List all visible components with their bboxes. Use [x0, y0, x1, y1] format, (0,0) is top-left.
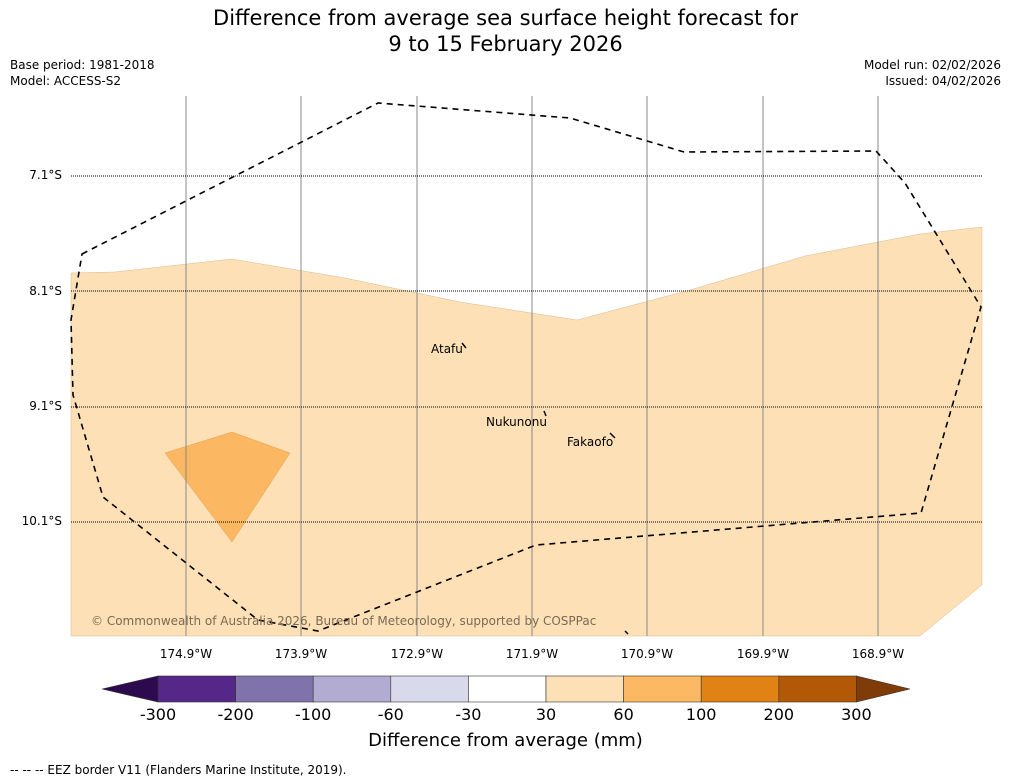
lon-label-168-9: 168.9°W: [851, 647, 905, 661]
map-title: Difference from average sea surface heig…: [0, 5, 1011, 57]
island-swains: [624, 630, 629, 635]
place-nukunonu: Nukunonu: [486, 415, 547, 429]
colorbar-segment: [468, 675, 547, 703]
lat-label-7-1: 7.1°S: [29, 168, 62, 182]
copyright-notice: © Commonwealth of Australia 2026, Bureau…: [91, 614, 597, 628]
place-fakaofo: Fakaofo: [567, 435, 614, 449]
colorbar-segment: [157, 675, 236, 703]
place-atafu: Atafu: [431, 342, 463, 356]
colorbar-segment: [700, 675, 780, 703]
model-run: Model run: 02/02/2026: [863, 58, 1001, 72]
lon-label-174-9: 174.9°W: [159, 647, 213, 661]
colorbar-tick: -100: [295, 705, 332, 724]
base-period: Base period: 1981-2018: [10, 58, 155, 72]
colorbar-tick: -60: [377, 705, 404, 724]
colorbar-extend-high: [856, 675, 911, 703]
meta-right: Model run: 02/02/2026 Issued: 04/02/2026: [864, 57, 1001, 89]
colorbar-tick: -300: [139, 705, 177, 724]
title-line-1: Difference from average sea surface heig…: [213, 6, 798, 30]
colorbar-tick: 30: [535, 705, 557, 724]
colorbar-extend-low: [101, 675, 159, 703]
lon-label-172-9: 172.9°W: [390, 647, 444, 661]
colorbar-segment: [390, 675, 469, 703]
colorbar: [101, 675, 911, 703]
title-line-2: 9 to 15 February 2026: [388, 32, 623, 56]
lon-label-170-9: 170.9°W: [620, 647, 674, 661]
lon-label-171-9: 171.9°W: [505, 647, 559, 661]
meta-left: Base period: 1981-2018 Model: ACCESS-S2: [10, 57, 155, 89]
colorbar-tick: 100: [685, 705, 717, 724]
issued-date: Issued: 04/02/2026: [885, 74, 1001, 88]
lat-label-8-1: 8.1°S: [29, 284, 62, 298]
eez-border: [70, 102, 982, 632]
model-name: Model: ACCESS-S2: [10, 74, 122, 88]
colorbar-tick: -200: [217, 705, 254, 724]
colorbar-tick: 200: [763, 705, 795, 724]
colorbar-title: Difference from average (mm): [368, 730, 643, 751]
longitude-gridlines: [185, 96, 879, 636]
lat-label-10-1: 10.1°S: [21, 514, 62, 528]
colorbar-segment: [312, 675, 392, 703]
colorbar-segment: [235, 675, 314, 703]
lon-label-173-9: 173.9°W: [274, 647, 328, 661]
lon-label-169-9: 169.9°W: [736, 647, 790, 661]
eez-footnote: -- -- -- EEZ border V11 (Flanders Marine…: [10, 763, 347, 777]
anomaly-region-60-100: [164, 431, 291, 543]
anomaly-region-30-60: [70, 226, 983, 637]
colorbar-tick: 60: [613, 705, 634, 724]
lat-label-9-1: 9.1°S: [29, 399, 62, 413]
colorbar-segment: [623, 675, 702, 703]
colorbar-tick: -30: [455, 705, 482, 724]
island-atafu: [461, 342, 467, 349]
island-nukunonu: [543, 410, 547, 417]
colorbar-tick: 300: [841, 705, 872, 724]
colorbar-segment: [778, 675, 857, 703]
island-fakaofo: [609, 432, 616, 439]
colorbar-segment: [545, 675, 624, 703]
